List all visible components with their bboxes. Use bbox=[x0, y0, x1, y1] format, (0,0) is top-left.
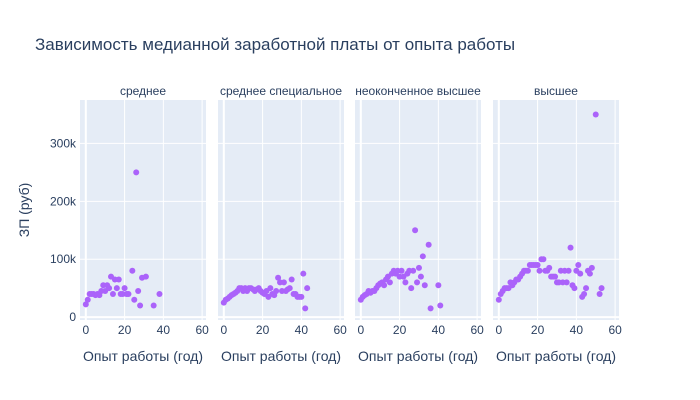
y-tick-label: 300k bbox=[50, 136, 77, 150]
facet-title: среднее специальное bbox=[220, 84, 342, 98]
data-point bbox=[137, 302, 144, 309]
x-axis-title: Опыт работы (год) bbox=[221, 348, 341, 364]
data-point bbox=[386, 279, 393, 286]
data-point bbox=[571, 285, 578, 292]
data-point bbox=[581, 290, 588, 297]
x-tick-label: 0 bbox=[357, 323, 364, 337]
x-axis-title: Опыт работы (год) bbox=[83, 348, 203, 364]
data-point bbox=[419, 253, 426, 260]
x-tick-label: 60 bbox=[195, 323, 209, 337]
x-tick-label: 60 bbox=[608, 323, 622, 337]
data-point bbox=[427, 305, 434, 312]
x-tick-label: 60 bbox=[333, 323, 347, 337]
data-point bbox=[586, 270, 593, 277]
data-point bbox=[563, 279, 570, 286]
data-point bbox=[156, 290, 163, 297]
data-point bbox=[592, 111, 599, 118]
data-point bbox=[267, 285, 274, 292]
x-tick-label: 40 bbox=[295, 323, 309, 337]
data-point bbox=[421, 282, 428, 289]
data-point bbox=[495, 296, 502, 303]
y-tick-label: 200k bbox=[50, 194, 77, 208]
x-tick-label: 0 bbox=[495, 323, 502, 337]
data-point bbox=[115, 276, 122, 283]
data-point bbox=[415, 264, 422, 271]
data-point bbox=[575, 262, 582, 268]
data-point bbox=[398, 267, 405, 274]
data-point bbox=[437, 302, 444, 309]
data-point bbox=[577, 270, 584, 277]
data-point bbox=[546, 264, 553, 271]
data-point bbox=[381, 282, 388, 289]
data-point bbox=[131, 296, 138, 303]
data-point bbox=[300, 270, 307, 277]
data-point bbox=[410, 267, 417, 274]
data-point bbox=[565, 267, 572, 274]
facet-background bbox=[80, 100, 206, 320]
data-point bbox=[425, 241, 432, 248]
data-point bbox=[273, 288, 280, 295]
data-point bbox=[540, 256, 547, 263]
data-point bbox=[417, 273, 424, 280]
data-point bbox=[408, 285, 415, 292]
data-point bbox=[288, 276, 295, 283]
data-point bbox=[121, 285, 128, 292]
x-tick-label: 0 bbox=[82, 323, 89, 337]
data-point bbox=[280, 279, 287, 286]
facet-panel-2: среднее специальное 0 20 40 60 Опыт работы (г… bbox=[218, 84, 347, 364]
facet-title: неоконченное высшее bbox=[355, 84, 481, 98]
data-point bbox=[552, 273, 559, 280]
y-axis-title: ЗП (руб) bbox=[16, 183, 32, 238]
data-point bbox=[133, 169, 140, 176]
data-point bbox=[536, 267, 543, 274]
x-tick-label: 20 bbox=[393, 323, 407, 337]
data-point bbox=[142, 273, 149, 280]
y-tick-label: 0 bbox=[69, 310, 76, 324]
data-point bbox=[414, 279, 421, 286]
data-point bbox=[534, 262, 541, 268]
x-tick-label: 20 bbox=[531, 323, 545, 337]
x-tick-label: 40 bbox=[432, 323, 446, 337]
x-tick-label: 40 bbox=[570, 323, 584, 337]
data-point bbox=[275, 274, 282, 281]
data-point bbox=[598, 285, 605, 292]
data-point bbox=[304, 285, 311, 292]
data-point bbox=[286, 285, 293, 292]
x-tick-label: 40 bbox=[157, 323, 171, 337]
facet-title: среднее bbox=[120, 84, 166, 98]
facet-panel-3: неоконченное высшее 0 20 40 60 Опыт работы (г… bbox=[355, 84, 484, 364]
x-tick-label: 60 bbox=[470, 323, 484, 337]
data-point bbox=[109, 290, 116, 297]
y-tick-label: 100k bbox=[50, 252, 77, 266]
data-point bbox=[402, 279, 409, 286]
data-point bbox=[125, 290, 132, 297]
data-point bbox=[113, 285, 120, 292]
data-point bbox=[583, 285, 590, 292]
data-point bbox=[82, 301, 89, 308]
data-point bbox=[150, 302, 157, 309]
data-point bbox=[298, 293, 305, 300]
data-point bbox=[412, 227, 419, 234]
data-point bbox=[106, 285, 113, 292]
x-axis-title: Опыт работы (год) bbox=[496, 348, 616, 364]
data-point bbox=[435, 282, 442, 289]
data-point bbox=[84, 296, 91, 303]
x-axis-title: Опыт работы (год) bbox=[358, 348, 478, 364]
x-tick-label: 20 bbox=[118, 323, 132, 337]
chart-title: Зависимость медианной заработной платы о… bbox=[35, 35, 515, 54]
data-point bbox=[129, 267, 136, 274]
data-point bbox=[524, 267, 531, 274]
data-point bbox=[302, 305, 309, 312]
facet-title: высшее bbox=[534, 84, 578, 98]
x-tick-label: 0 bbox=[220, 323, 227, 337]
facet-panel-4: высшее 0 20 40 60 Опыт работы (год) bbox=[493, 84, 622, 364]
facet-panel-1: среднее 0 20 40 60 Опыт работы (год) bbox=[80, 84, 209, 364]
data-point bbox=[596, 290, 603, 297]
data-point bbox=[135, 288, 142, 295]
data-point bbox=[588, 264, 595, 271]
data-point bbox=[567, 244, 574, 251]
x-tick-label: 20 bbox=[256, 323, 270, 337]
